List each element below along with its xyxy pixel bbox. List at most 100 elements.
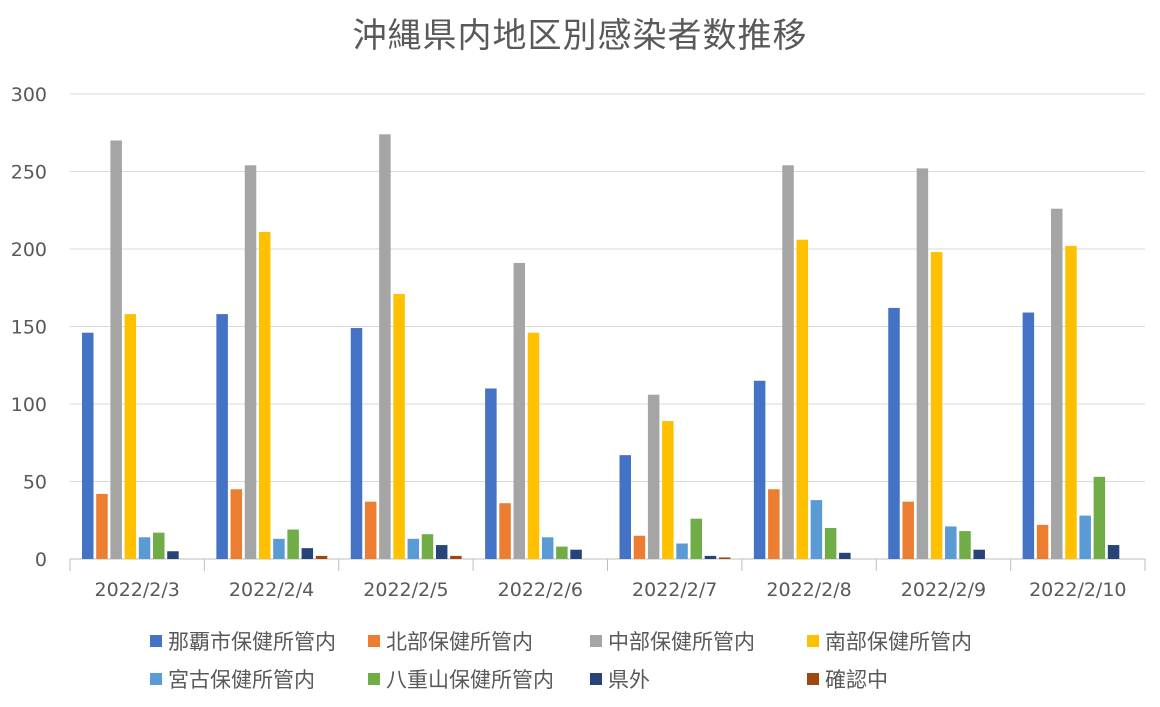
legend-swatch [150,673,162,685]
bar [273,538,285,559]
chart-title: 沖縄県内地区別感染者数推移 [352,16,808,56]
legend-item-chubu: 中部保健所管内 [590,626,807,656]
legend-label: 確認中 [825,668,888,692]
legend-label: 県外 [608,668,650,692]
x-tick-label: 2022/2/4 [229,579,314,601]
legend-label: 八重山保健所管内 [386,668,554,692]
bar [824,528,837,559]
bar [364,501,377,559]
legend-swatch [807,673,819,685]
bar [499,503,511,559]
x-tick-label: 2022/2/8 [766,579,851,601]
bar [435,545,448,559]
bar [973,549,985,559]
bar [287,529,299,559]
x-tick-label: 2022/2/7 [632,579,717,601]
legend: 那覇市保健所管内 北部保健所管内 中部保健所管内 南部保健所管内 宮古保健所管内… [150,622,1050,698]
bar [782,165,794,560]
bar [1065,245,1077,559]
bar [216,314,228,559]
bar [138,537,151,559]
bar [258,231,271,559]
bar [350,328,363,559]
bar [1079,515,1091,559]
bar [110,140,122,559]
bar [244,165,257,560]
bar [124,314,137,559]
bar [690,518,702,559]
bar [513,262,526,559]
legend-item-kakuninchu: 確認中 [807,664,888,694]
legend-label: 宮古保健所管内 [168,668,315,692]
bar [1051,208,1063,559]
bar [301,548,314,559]
legend-swatch [368,635,380,647]
bar [556,546,568,559]
bar [570,549,582,559]
bar [1036,524,1049,559]
legend-label: 南部保健所管内 [825,630,972,654]
y-tick-label: 300 [11,84,47,106]
bar [796,239,808,559]
legend-swatch [590,673,602,685]
legend-item-yaeyama: 八重山保健所管内 [368,664,590,694]
legend-label: 北部保健所管内 [386,630,533,654]
x-tick-label: 2022/2/10 [1029,579,1126,601]
bar [619,455,631,559]
bar [485,388,497,559]
bar [421,534,434,559]
legend-label: 那覇市保健所管内 [168,630,336,654]
y-tick-label: 150 [11,317,47,339]
legend-swatch [150,635,162,647]
bar [379,134,391,560]
legend-label: 中部保健所管内 [608,630,755,654]
bar [527,332,540,559]
bar [959,531,971,559]
bar [768,489,780,559]
bar [450,555,462,559]
bar [230,489,243,559]
legend-item-nanbu: 南部保健所管内 [807,626,972,656]
bar [393,293,405,559]
bar [676,543,688,559]
legend-item-naha: 那覇市保健所管内 [150,626,368,656]
y-tick-label: 250 [11,162,47,184]
bar [633,535,646,559]
bar [662,421,674,559]
bar [902,501,914,559]
bar [718,557,731,559]
y-tick-label: 200 [11,239,47,261]
y-tick-label: 50 [23,472,47,494]
legend-swatch [807,635,819,647]
x-tick-label: 2022/2/5 [363,579,448,601]
x-tick-label: 2022/2/3 [95,579,180,601]
legend-row-2: 宮古保健所管内 八重山保健所管内 県外 確認中 [150,660,1050,698]
x-tick-label: 2022/2/9 [901,579,986,601]
bar [753,380,766,559]
bar [153,532,165,559]
bar [96,493,108,559]
legend-item-hokubu: 北部保健所管内 [368,626,590,656]
bar [704,555,717,559]
x-tick-label: 2022/2/6 [498,579,583,601]
bar [1107,545,1120,559]
y-tick-label: 100 [11,394,47,416]
bar [839,552,851,559]
legend-item-kengai: 県外 [590,664,807,694]
bar [647,394,660,559]
bar [916,168,929,559]
bar [167,551,179,559]
bar [407,538,420,559]
bar [315,555,328,559]
bar [1093,476,1106,559]
bar-chart: 0 50 100 150 200 250 300 2022/2/3 2022/2/4 2022/2… [11,84,1146,601]
bar [810,500,823,559]
legend-item-miyako: 宮古保健所管内 [150,664,368,694]
bar [888,307,900,559]
bar [1022,312,1035,559]
bar [541,537,554,559]
legend-row-1: 那覇市保健所管内 北部保健所管内 中部保健所管内 南部保健所管内 [150,622,1050,660]
bar [930,252,943,559]
bar [82,332,94,559]
legend-swatch [368,673,380,685]
